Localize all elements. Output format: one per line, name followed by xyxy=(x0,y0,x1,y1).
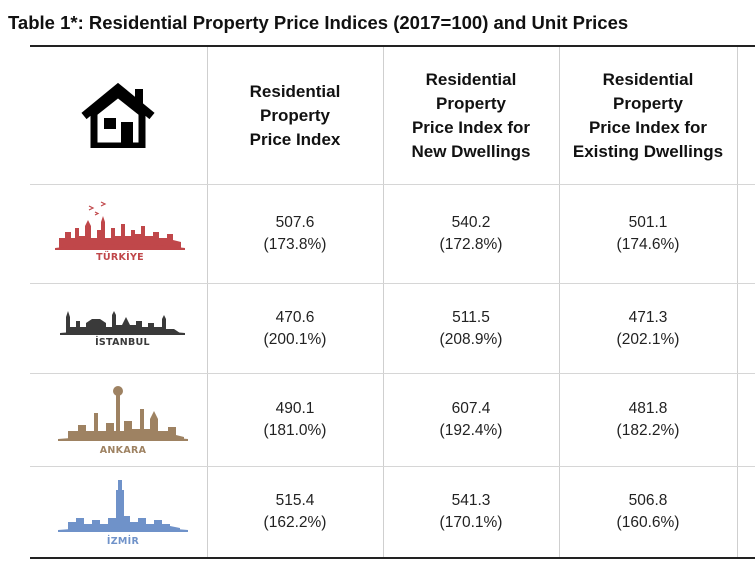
index-value: 541.3 xyxy=(451,492,491,509)
header-existing-dwellings: Residential Property Price Index for Exi… xyxy=(559,47,737,184)
header-new-dwellings: Residential Property Price Index for New… xyxy=(383,47,559,184)
izmir-skyline-icon: İZMİR xyxy=(58,478,188,547)
column-divider xyxy=(737,47,738,557)
value-cell: 470.6 (200.1%) xyxy=(207,284,383,373)
region-label: TÜRKİYE xyxy=(96,252,144,263)
table-top-rule xyxy=(30,45,755,47)
region-label: İZMİR xyxy=(106,536,140,547)
header-price-index: Residential Property Price Index xyxy=(207,47,383,184)
house-icon xyxy=(80,82,156,150)
index-value: 471.3 xyxy=(628,308,668,326)
change-percent: (200.1%) xyxy=(263,330,327,348)
value-cell: 540.2 (172.8%) xyxy=(383,185,559,283)
header-line: Price Index for xyxy=(411,117,531,137)
change-percent: (181.0%) xyxy=(263,422,327,439)
row-divider xyxy=(30,184,755,185)
value-cell: 511.5 (208.9%) xyxy=(383,284,559,373)
change-percent: (202.1%) xyxy=(616,330,680,348)
row-divider xyxy=(30,283,755,284)
index-value: 501.1 xyxy=(628,214,668,231)
value-cell: 490.1 (181.0%) xyxy=(207,374,383,466)
index-value: 506.8 xyxy=(628,492,668,509)
header-line: Residential xyxy=(602,69,694,89)
column-divider xyxy=(383,47,384,557)
value-cell: 506.8 (160.6%) xyxy=(559,467,737,557)
index-value: 507.6 xyxy=(275,214,315,231)
change-percent: (162.2%) xyxy=(263,514,327,531)
index-value: 607.4 xyxy=(451,400,491,417)
ankara-skyline-icon: ANKARA xyxy=(58,383,188,456)
turkiye-skyline-icon: TÜRKİYE xyxy=(55,198,185,263)
change-percent: (174.6%) xyxy=(616,236,680,253)
region-label: İSTANBUL xyxy=(95,337,150,348)
column-divider xyxy=(207,47,208,557)
change-percent: (170.1%) xyxy=(439,514,503,531)
index-value: 515.4 xyxy=(275,492,315,509)
table-title: Table 1*: Residential Property Price Ind… xyxy=(8,12,629,33)
header-line: Residential xyxy=(249,81,341,101)
header-line: Price Index xyxy=(249,129,341,149)
row-divider xyxy=(30,466,755,467)
index-value: 481.8 xyxy=(628,400,668,417)
value-cell: 607.4 (192.4%) xyxy=(383,374,559,466)
header-line: Property xyxy=(613,93,683,113)
row-divider xyxy=(30,373,755,374)
change-percent: (160.6%) xyxy=(616,514,680,531)
change-percent: (192.4%) xyxy=(439,422,503,439)
index-value: 490.1 xyxy=(275,400,315,417)
change-percent: (173.8%) xyxy=(263,236,327,253)
index-value: 511.5 xyxy=(452,308,490,326)
value-cell: 507.6 (173.8%) xyxy=(207,185,383,283)
header-line: Property xyxy=(260,105,330,125)
column-divider xyxy=(559,47,560,557)
value-cell: 541.3 (170.1%) xyxy=(383,467,559,557)
change-percent: (172.8%) xyxy=(439,236,503,253)
change-percent: (208.9%) xyxy=(439,330,503,348)
table-bottom-rule xyxy=(30,557,755,559)
value-cell: 471.3 (202.1%) xyxy=(559,284,737,373)
header-line: Price Index for xyxy=(588,117,708,137)
region-label: ANKARA xyxy=(99,445,147,456)
header-line: Existing Dwellings xyxy=(572,141,724,161)
value-cell: 481.8 (182.2%) xyxy=(559,374,737,466)
value-cell: 515.4 (162.2%) xyxy=(207,467,383,557)
header-line: Property xyxy=(436,93,506,113)
index-value: 540.2 xyxy=(451,214,491,231)
index-value: 470.6 xyxy=(275,308,315,326)
header-line: Residential xyxy=(425,69,517,89)
value-cell: 501.1 (174.6%) xyxy=(559,185,737,283)
change-percent: (182.2%) xyxy=(616,422,680,439)
header-line: New Dwellings xyxy=(411,141,531,161)
istanbul-skyline-icon: İSTANBUL xyxy=(60,305,185,348)
